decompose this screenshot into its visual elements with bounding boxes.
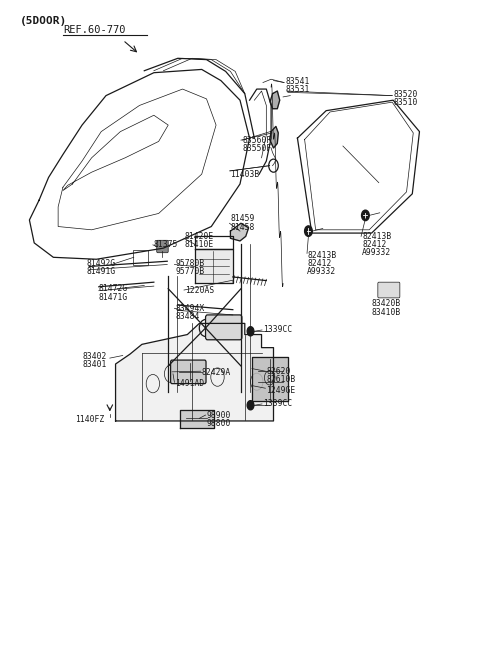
Text: 83410B: 83410B bbox=[372, 308, 401, 317]
Text: 82610B: 82610B bbox=[266, 375, 296, 384]
Text: 98900: 98900 bbox=[206, 411, 231, 420]
Polygon shape bbox=[194, 249, 233, 283]
Text: 83402: 83402 bbox=[82, 352, 107, 361]
Text: 83420B: 83420B bbox=[372, 299, 401, 308]
Text: 82429A: 82429A bbox=[202, 368, 231, 377]
Text: 81492G: 81492G bbox=[87, 258, 116, 268]
Text: 83520: 83520 bbox=[393, 90, 418, 99]
Circle shape bbox=[247, 327, 254, 336]
Text: 83494X: 83494X bbox=[175, 304, 204, 313]
Polygon shape bbox=[270, 127, 278, 148]
Polygon shape bbox=[230, 223, 249, 241]
Text: A99332: A99332 bbox=[362, 247, 391, 256]
Text: 95770B: 95770B bbox=[175, 267, 204, 276]
Text: 1140FZ: 1140FZ bbox=[75, 415, 104, 424]
Text: 83560F: 83560F bbox=[242, 136, 272, 144]
Text: 82413B: 82413B bbox=[307, 251, 336, 260]
Text: A99332: A99332 bbox=[307, 267, 336, 276]
Text: 82412: 82412 bbox=[362, 239, 386, 249]
Text: 82620: 82620 bbox=[266, 367, 291, 376]
FancyBboxPatch shape bbox=[378, 282, 400, 298]
Text: 1220AS: 1220AS bbox=[185, 286, 214, 295]
Text: 83550F: 83550F bbox=[242, 144, 272, 153]
Text: 83510: 83510 bbox=[393, 98, 418, 108]
Text: 1339CC: 1339CC bbox=[263, 325, 292, 335]
Text: 81375: 81375 bbox=[154, 240, 178, 249]
Text: 81491G: 81491G bbox=[87, 266, 116, 276]
Polygon shape bbox=[180, 410, 214, 428]
Polygon shape bbox=[270, 91, 280, 109]
Text: 83401: 83401 bbox=[82, 360, 107, 369]
Text: 83484: 83484 bbox=[175, 312, 200, 321]
Text: 81471G: 81471G bbox=[99, 293, 128, 302]
Text: 81420E: 81420E bbox=[185, 232, 214, 241]
Text: 83531: 83531 bbox=[286, 85, 310, 94]
Text: 1249GE: 1249GE bbox=[266, 386, 296, 395]
Text: 81472G: 81472G bbox=[99, 284, 128, 293]
Text: 95780B: 95780B bbox=[175, 259, 204, 268]
Text: 1339CC: 1339CC bbox=[263, 400, 292, 409]
Text: 81459: 81459 bbox=[230, 214, 255, 223]
Text: 11403B: 11403B bbox=[230, 170, 260, 178]
FancyBboxPatch shape bbox=[170, 360, 206, 384]
Text: (5DOOR): (5DOOR) bbox=[20, 16, 67, 26]
Text: 98800: 98800 bbox=[206, 419, 231, 428]
Polygon shape bbox=[116, 323, 274, 421]
FancyBboxPatch shape bbox=[205, 315, 242, 340]
Text: 82413B: 82413B bbox=[362, 232, 391, 241]
Polygon shape bbox=[252, 358, 288, 401]
Text: 81458: 81458 bbox=[230, 222, 255, 232]
FancyBboxPatch shape bbox=[157, 240, 168, 253]
Circle shape bbox=[361, 210, 369, 220]
Circle shape bbox=[247, 401, 254, 410]
Text: 82412: 82412 bbox=[307, 259, 331, 268]
Text: 1491AD: 1491AD bbox=[175, 379, 204, 388]
Circle shape bbox=[305, 226, 312, 236]
Text: 81410E: 81410E bbox=[185, 239, 214, 249]
Text: 83541: 83541 bbox=[286, 77, 310, 86]
Text: REF.60-770: REF.60-770 bbox=[63, 26, 125, 35]
